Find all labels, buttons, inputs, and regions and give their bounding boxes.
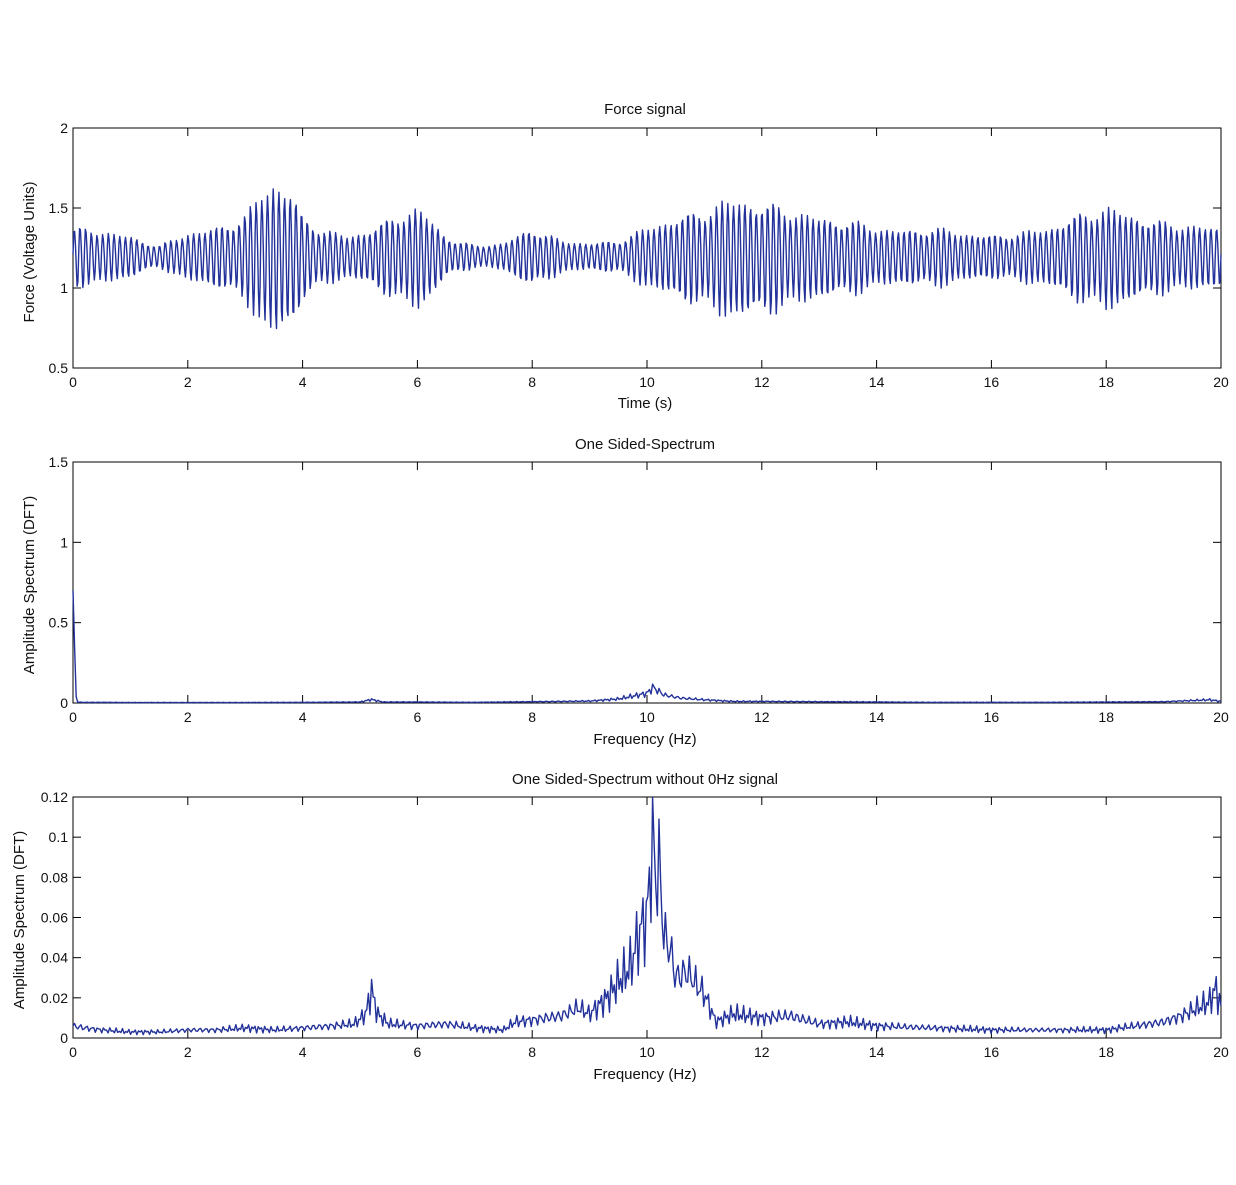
x-tick-label: 14 — [869, 1044, 885, 1060]
y-tick-label: 1 — [60, 280, 68, 296]
x-tick-label: 4 — [299, 709, 307, 725]
x-tick-labels: 0 2 4 6 8 10 12 14 16 18 20 — [69, 374, 1229, 390]
x-tick-label: 12 — [754, 709, 770, 725]
y-axis-label: Amplitude Spectrum (DFT) — [21, 496, 38, 674]
x-tick-label: 20 — [1213, 1044, 1229, 1060]
x-tick-label: 0 — [69, 374, 77, 390]
y-tick-label: 0 — [60, 695, 68, 711]
force-signal-line — [72, 188, 1222, 330]
x-tick-label: 4 — [299, 374, 307, 390]
x-tick-label: 16 — [984, 709, 1000, 725]
chart-title: One Sided-Spectrum — [575, 436, 715, 453]
x-tick-label: 0 — [69, 709, 77, 725]
x-axis-label: Time (s) — [618, 395, 672, 412]
chart-title: Force signal — [604, 101, 686, 118]
x-axis-label: Frequency (Hz) — [593, 731, 696, 748]
x-tick-label: 8 — [528, 1044, 536, 1060]
x-tick-label: 2 — [184, 709, 192, 725]
x-tick-label: 4 — [299, 1044, 307, 1060]
x-tick-label: 0 — [69, 1044, 77, 1060]
x-tick-label: 20 — [1213, 709, 1229, 725]
x-tick-label: 10 — [639, 374, 655, 390]
x-tick-label: 16 — [984, 374, 1000, 390]
spectrum-no-dc-panel: One Sided-Spectrum without 0Hz signal 0 2… — [11, 771, 1229, 1083]
x-tick-label: 14 — [869, 374, 885, 390]
x-tick-label: 10 — [639, 1044, 655, 1060]
plot-frame — [72, 796, 1222, 1039]
x-tick-label: 6 — [414, 1044, 422, 1060]
x-tick-label: 12 — [754, 374, 770, 390]
x-tick-labels: 0 2 4 6 8 10 12 14 16 18 20 — [69, 709, 1229, 725]
y-tick-label: 2 — [60, 120, 68, 136]
spectrum-panel: One Sided-Spectrum 0 2 4 6 8 10 12 14 16 18 20 0 0.… — [21, 436, 1229, 748]
tick-marks — [72, 461, 1222, 704]
y-tick-label: 1 — [60, 534, 68, 550]
y-tick-labels: 0.5 1 1.5 2 — [49, 120, 69, 376]
y-tick-label: 0 — [60, 1030, 68, 1046]
x-tick-label: 16 — [984, 1044, 1000, 1060]
x-tick-label: 10 — [639, 709, 655, 725]
tick-marks — [72, 127, 1222, 369]
y-tick-labels: 0 0.5 1 1.5 — [49, 454, 69, 711]
y-tick-labels: 0 0.02 0.04 0.06 0.08 0.1 0.12 — [41, 789, 68, 1046]
x-tick-label: 8 — [528, 374, 536, 390]
y-tick-label: 0.5 — [49, 615, 69, 631]
y-tick-label: 1.5 — [49, 454, 69, 470]
x-tick-label: 18 — [1098, 374, 1114, 390]
y-tick-label: 0.1 — [49, 829, 69, 845]
y-tick-label: 0.02 — [41, 990, 68, 1006]
x-tick-label: 2 — [184, 374, 192, 390]
y-tick-label: 0.5 — [49, 360, 69, 376]
spectrum-no-dc-line — [72, 796, 1222, 1036]
x-tick-label: 2 — [184, 1044, 192, 1060]
y-tick-label: 1.5 — [49, 200, 69, 216]
x-tick-label: 18 — [1098, 709, 1114, 725]
y-tick-label: 0.08 — [41, 869, 68, 885]
y-tick-label: 0.12 — [41, 789, 68, 805]
x-tick-label: 12 — [754, 1044, 770, 1060]
x-tick-label: 8 — [528, 709, 536, 725]
y-axis-label: Force (Voltage Units) — [21, 182, 38, 323]
force-signal-panel: Force signal 0 2 4 6 8 10 12 14 16 18 20 0.511.52 … — [21, 101, 1229, 412]
y-axis-label: Amplitude Spectrum (DFT) — [11, 831, 28, 1009]
y-tick-label: 0.04 — [41, 950, 68, 966]
x-axis-label: Frequency (Hz) — [593, 1066, 696, 1083]
y-tick-label: 0.06 — [41, 910, 68, 926]
x-tick-label: 6 — [414, 709, 422, 725]
x-tick-label: 14 — [869, 709, 885, 725]
chart-title: One Sided-Spectrum without 0Hz signal — [512, 771, 778, 788]
tick-marks — [72, 796, 1222, 1039]
x-tick-label: 20 — [1213, 374, 1229, 390]
plot-frame — [72, 461, 1222, 704]
x-tick-label: 18 — [1098, 1044, 1114, 1060]
x-tick-label: 6 — [414, 374, 422, 390]
x-tick-labels: 0 2 4 6 8 10 12 14 16 18 20 — [69, 1044, 1229, 1060]
spectrum-line — [72, 590, 1222, 704]
